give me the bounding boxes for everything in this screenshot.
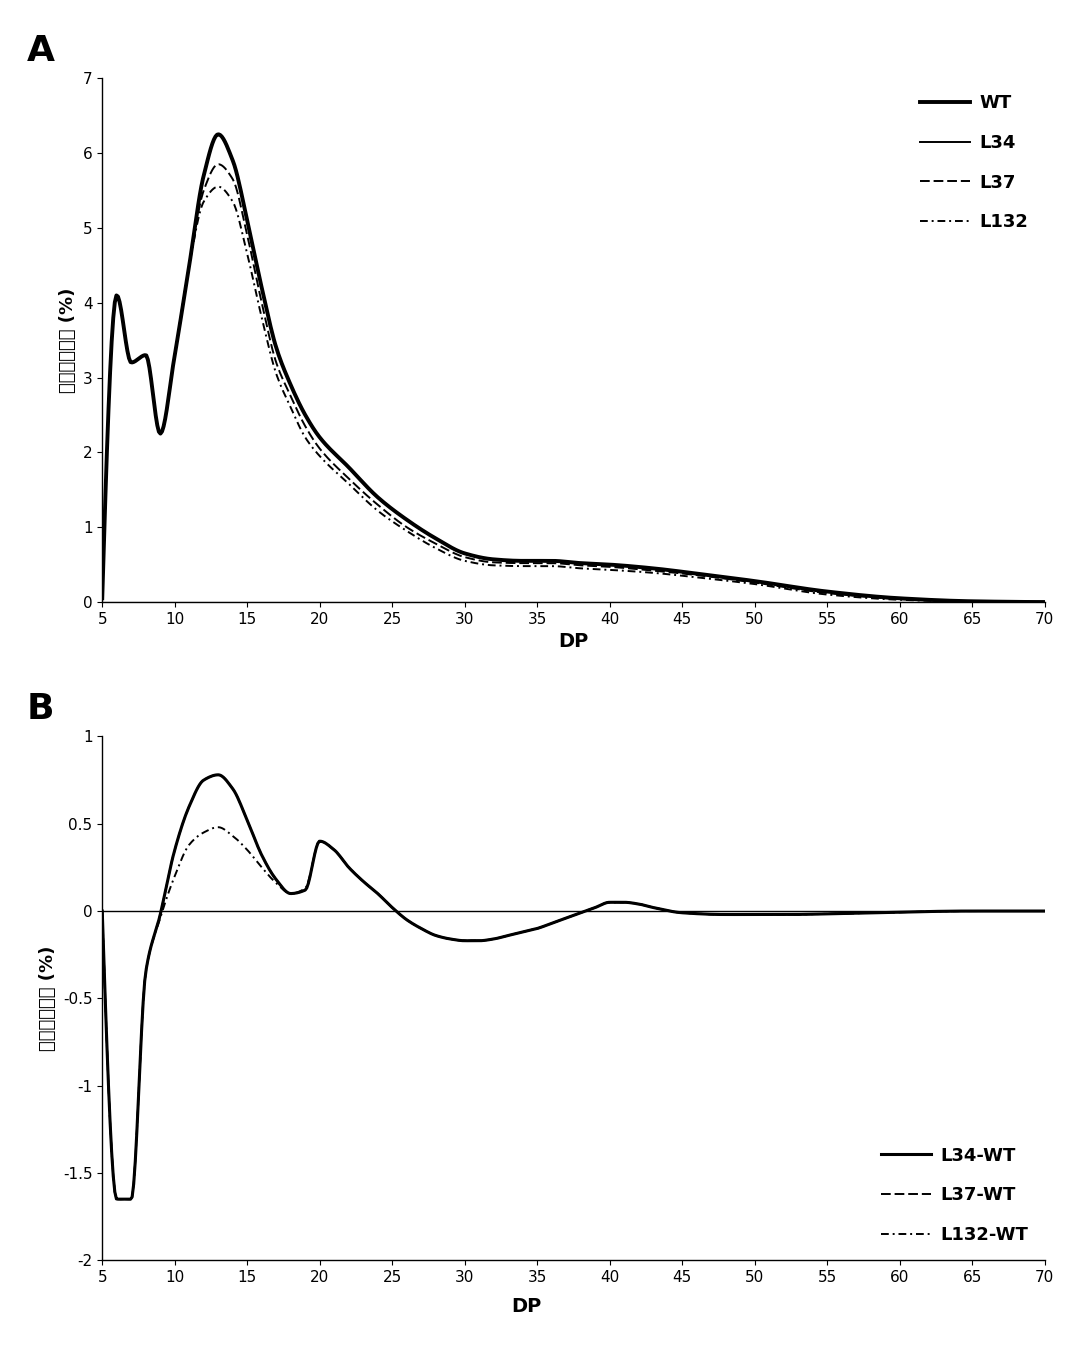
X-axis label: DP: DP	[511, 1297, 541, 1316]
Legend: WT, L34, L37, L132: WT, L34, L37, L132	[913, 88, 1036, 238]
Text: A: A	[27, 34, 54, 67]
Text: B: B	[27, 692, 54, 726]
Y-axis label: 峰面积百分比 (%): 峰面积百分比 (%)	[39, 946, 58, 1051]
X-axis label: DP: DP	[559, 632, 588, 652]
Y-axis label: 峰面积百分比 (%): 峰面积百分比 (%)	[59, 287, 77, 393]
Legend: L34-WT, L37-WT, L132-WT: L34-WT, L37-WT, L132-WT	[873, 1140, 1036, 1251]
